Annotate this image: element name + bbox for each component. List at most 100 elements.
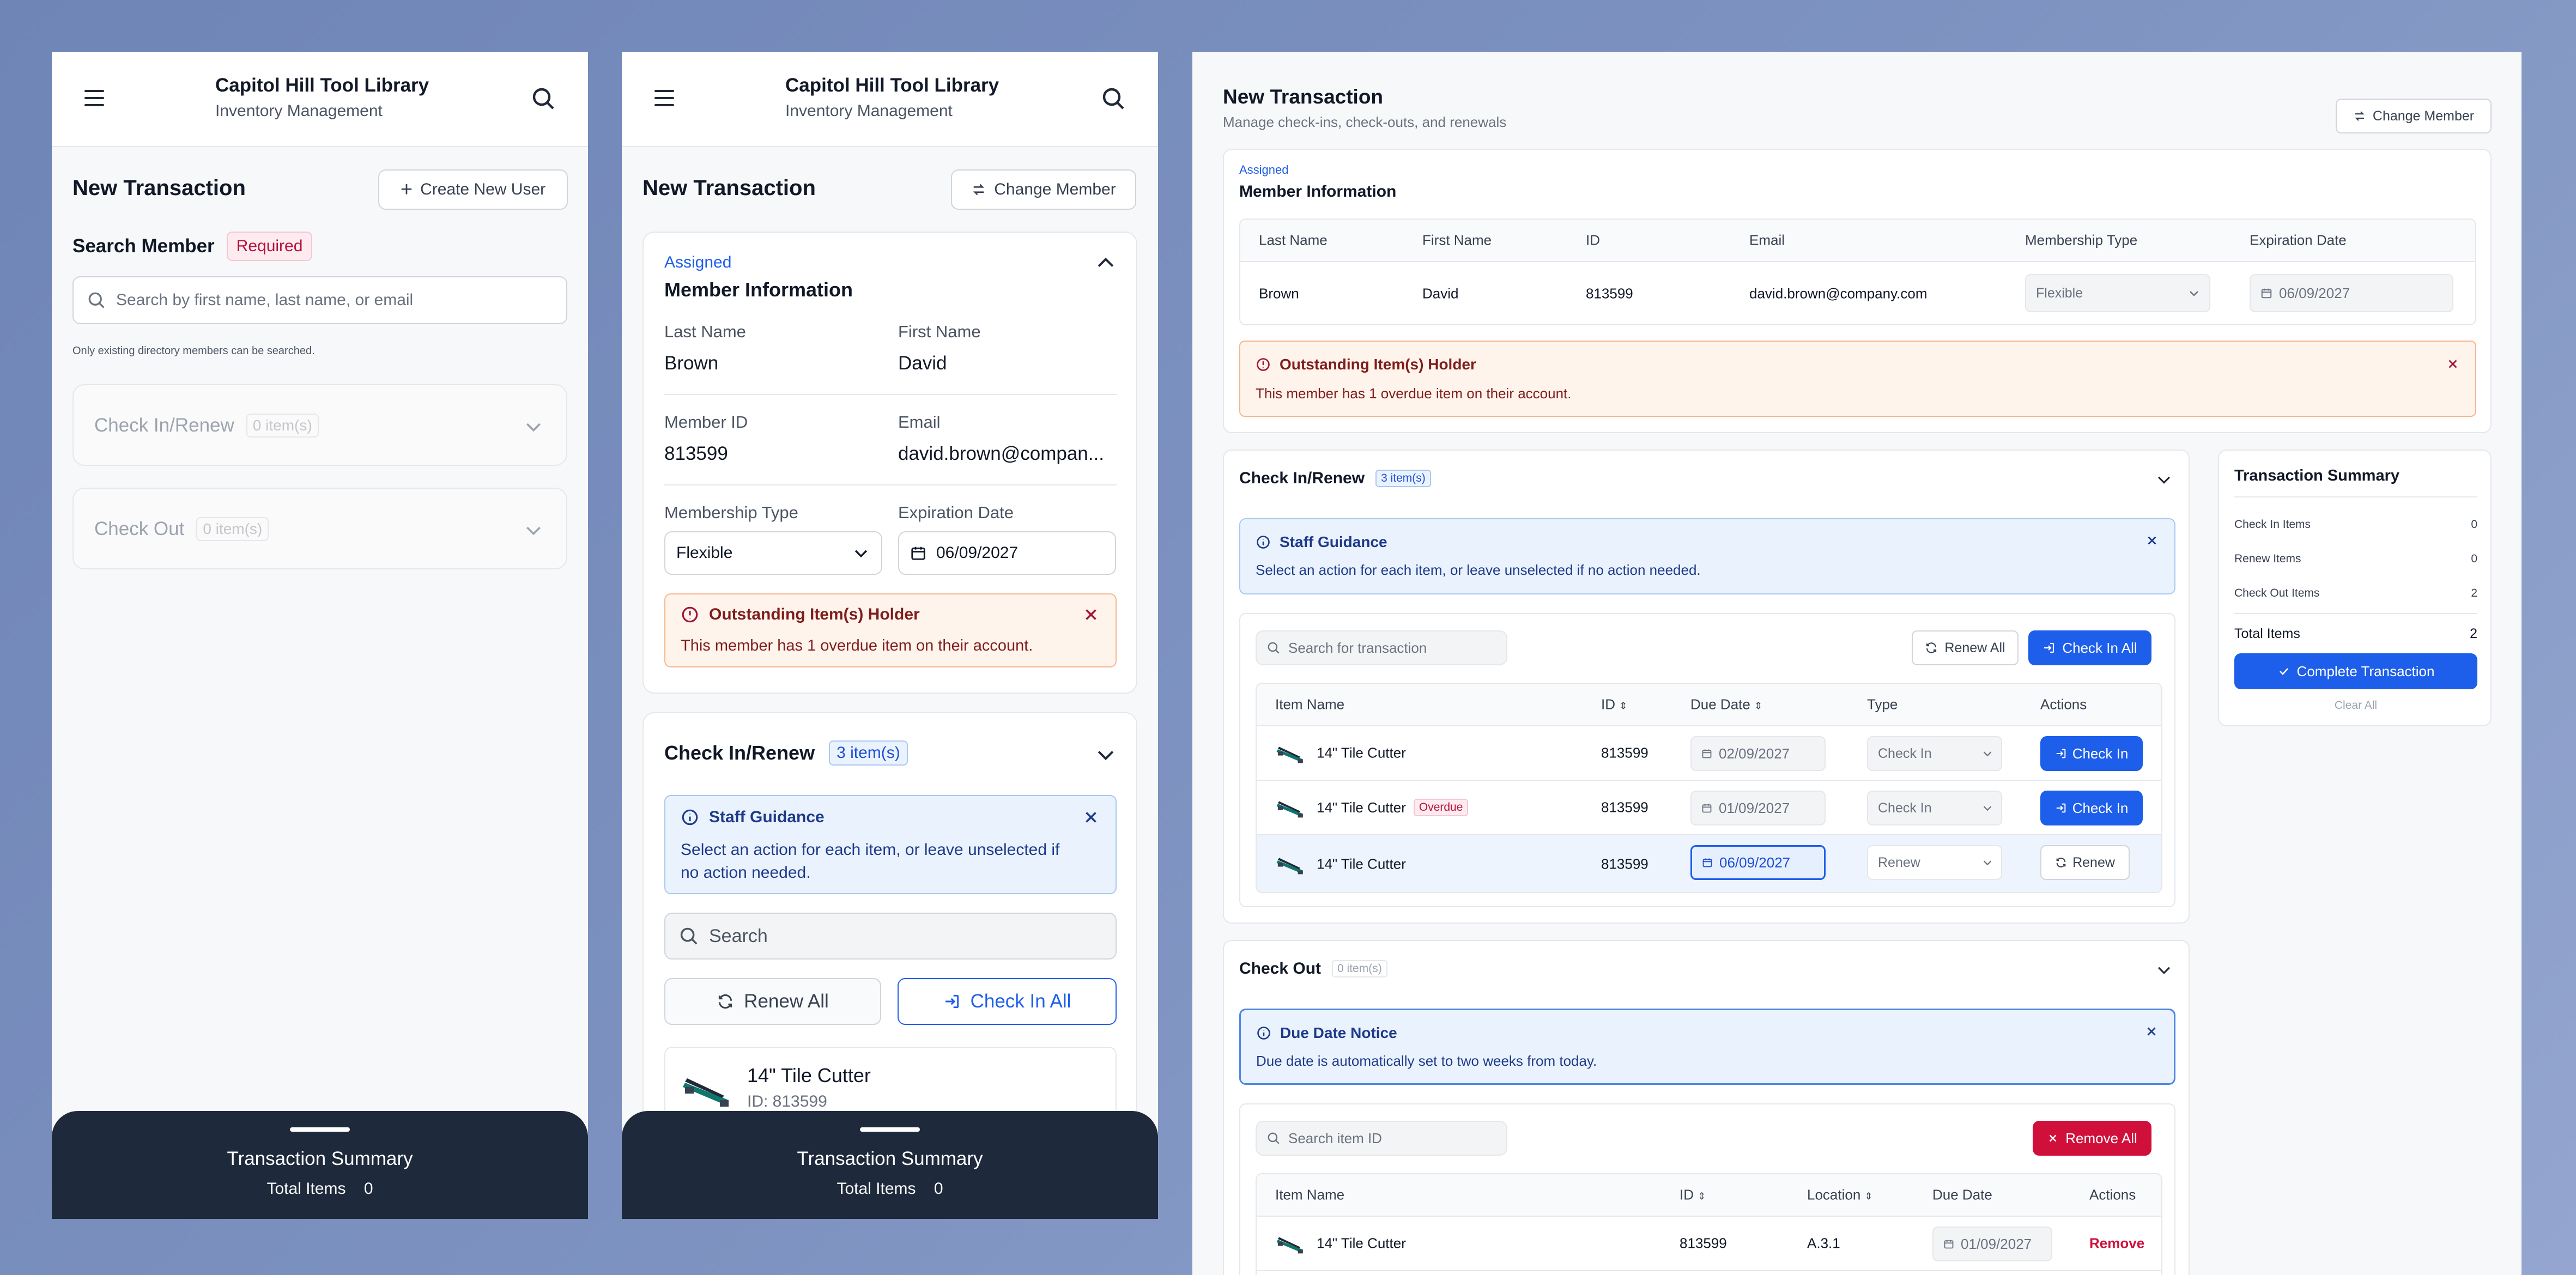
close-icon[interactable] xyxy=(2446,357,2460,371)
close-icon[interactable] xyxy=(2145,533,2159,548)
table-row: 14" Tile Cutter 813599 02/09/2027 Check … xyxy=(1257,726,2161,781)
due-date-input[interactable]: 06/09/2027 xyxy=(1690,845,1826,880)
item-name: 14" Tile Cutter xyxy=(1317,799,1406,816)
section-label: Check In/Renew xyxy=(94,415,234,436)
col-item-name: Item Name xyxy=(1275,696,1345,713)
member-id-value: 813599 xyxy=(1586,285,1633,302)
col-location[interactable]: Location ⇕ xyxy=(1807,1187,1873,1204)
guidance-text: Select an action for each item, or leave… xyxy=(1256,562,1701,578)
due-date-input[interactable]: 02/09/2027 xyxy=(1690,736,1826,771)
search-member-label: Search Member xyxy=(72,235,215,257)
col-id[interactable]: ID ⇕ xyxy=(1601,696,1627,713)
chevron-down-icon xyxy=(1983,860,1992,866)
transaction-search-input[interactable]: Search for transaction xyxy=(1256,630,1507,665)
total-label: Total Items xyxy=(266,1180,346,1198)
transaction-summary-bar[interactable]: Transaction Summary Total Items 0 xyxy=(622,1111,1158,1219)
clear-all-link[interactable]: Clear All xyxy=(2334,699,2378,712)
membership-type-value: Flexible xyxy=(676,544,733,562)
close-icon[interactable] xyxy=(1082,808,1100,827)
expiration-date-input[interactable]: 06/09/2027 xyxy=(898,531,1116,575)
refresh-icon xyxy=(2056,858,2066,867)
summary-row-label: Check Out Items xyxy=(2234,586,2320,599)
complete-transaction-button[interactable]: Complete Transaction xyxy=(2234,653,2477,689)
alert-title: Outstanding Item(s) Holder xyxy=(709,605,920,623)
menu-icon[interactable] xyxy=(84,90,104,106)
page-title: New Transaction xyxy=(1223,86,1384,108)
type-select[interactable]: Renew xyxy=(1867,845,2002,880)
chevron-up-icon[interactable] xyxy=(1094,251,1118,275)
member-id-value: 813599 xyxy=(664,443,728,464)
check-in-button[interactable]: Check In xyxy=(2040,791,2143,825)
calendar-icon xyxy=(1944,1240,1954,1249)
chevron-down-icon[interactable] xyxy=(1094,743,1118,767)
drag-handle[interactable] xyxy=(860,1127,920,1132)
check-in-items-table: Item Name ID ⇕ Due Date ⇕ Type Actions 1… xyxy=(1256,683,2162,893)
member-info-title: Member Information xyxy=(1239,183,1397,201)
search-placeholder: Search by first name, last name, or emai… xyxy=(116,291,414,309)
chevron-down-icon xyxy=(1983,751,1992,757)
due-date-input[interactable]: 01/09/2027 xyxy=(1690,791,1826,825)
member-table: Last Name First Name ID Email Membership… xyxy=(1239,218,2476,325)
summary-rows: Check In Items 0 Renew Items 0 Check Out I… xyxy=(2234,507,2477,610)
item-search-input[interactable]: Search xyxy=(664,913,1117,960)
close-icon[interactable] xyxy=(2144,1024,2159,1039)
change-member-button[interactable]: Change Member xyxy=(2336,99,2492,133)
table-row: 14" Tile Cutter Overdue 813599 01/09/202… xyxy=(1257,781,2161,835)
col-id[interactable]: ID ⇕ xyxy=(1680,1187,1706,1204)
first-name-value: David xyxy=(898,353,947,374)
col-type: Type xyxy=(1867,696,1898,713)
check-out-table-panel: Search item ID Remove All Item Name ID ⇕… xyxy=(1239,1103,2175,1275)
items-table-header: Item Name ID ⇕ Due Date ⇕ Type Actions xyxy=(1257,684,2161,726)
check-in-button[interactable]: Check In xyxy=(2040,736,2143,771)
check-in-all-button[interactable]: Check In All xyxy=(898,978,1117,1025)
total-value: 0 xyxy=(363,1180,373,1198)
search-placeholder: Search item ID xyxy=(1288,1130,1382,1146)
renew-all-button[interactable]: Renew All xyxy=(1912,630,2019,665)
sort-icon: ⇕ xyxy=(1754,700,1763,712)
menu-icon[interactable] xyxy=(654,90,674,106)
col-due-date[interactable]: Due Date ⇕ xyxy=(1690,696,1762,713)
chevron-down-icon[interactable] xyxy=(2155,470,2173,489)
due-date-input[interactable]: 01/09/2027 xyxy=(1932,1227,2052,1261)
due-date-value: 06/09/2027 xyxy=(1719,854,1791,871)
search-icon[interactable] xyxy=(1100,86,1126,112)
check-in-all-button[interactable]: Check In All xyxy=(2028,630,2151,665)
notice-title: Due Date Notice xyxy=(1280,1024,1397,1041)
remove-all-button[interactable]: Remove All xyxy=(2033,1121,2151,1156)
guidance-text-line-1: Select an action for each item, or leave… xyxy=(681,841,1060,859)
item-id: 813599 xyxy=(1680,1235,1727,1252)
alert-title: Outstanding Item(s) Holder xyxy=(1280,356,1476,373)
table-row: 14" Tile Cutter 813599 06/09/2027 Renew … xyxy=(1257,835,2161,892)
type-select[interactable]: Check In xyxy=(1867,791,2002,825)
search-icon[interactable] xyxy=(530,86,556,112)
app-title: Capitol Hill Tool Library xyxy=(215,75,429,96)
change-member-button[interactable]: Change Member xyxy=(951,169,1136,210)
due-date-value: 02/09/2027 xyxy=(1719,745,1790,762)
calendar-icon xyxy=(1702,749,1712,758)
refresh-icon xyxy=(719,994,732,1009)
col-id-label: ID xyxy=(1601,696,1615,713)
close-icon[interactable] xyxy=(1082,605,1100,624)
membership-type-select[interactable]: Flexible xyxy=(2025,274,2210,312)
remove-link[interactable]: Remove xyxy=(2089,1235,2145,1252)
email-value: david.brown@compan... xyxy=(898,443,1104,464)
overdue-badge: Overdue xyxy=(1413,799,1469,816)
app-header: Capitol Hill Tool Library Inventory Mana… xyxy=(52,52,588,147)
item-id-search-input[interactable]: Search item ID xyxy=(1256,1121,1507,1156)
drag-handle[interactable] xyxy=(290,1127,350,1132)
member-search-input[interactable]: Search by first name, last name, or emai… xyxy=(72,276,567,324)
expiration-date-input[interactable]: 06/09/2027 xyxy=(2250,274,2453,312)
renew-all-button[interactable]: Renew All xyxy=(664,978,881,1025)
create-new-user-button[interactable]: + Create New User xyxy=(378,169,568,210)
membership-type-select[interactable]: Flexible xyxy=(664,531,882,575)
chevron-down-icon[interactable] xyxy=(2155,961,2173,979)
total-value: 0 xyxy=(934,1180,943,1198)
expiration-date-value: 06/09/2027 xyxy=(2279,284,2350,301)
last-name-value: Brown xyxy=(1259,285,1299,302)
transaction-summary-bar[interactable]: Transaction Summary Total Items 0 xyxy=(52,1111,588,1219)
renew-button[interactable]: Renew xyxy=(2040,845,2130,880)
swap-icon xyxy=(2355,111,2365,121)
type-select[interactable]: Check In xyxy=(1867,736,2002,771)
chevron-down-icon xyxy=(526,526,541,536)
col-email: Email xyxy=(1749,232,1785,248)
